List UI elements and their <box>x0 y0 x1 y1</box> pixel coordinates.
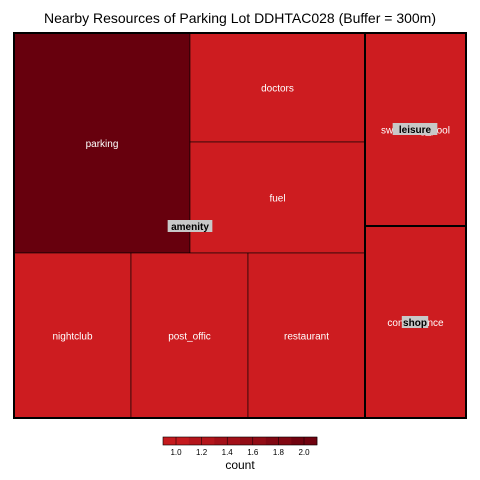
tile-label-parking: parking <box>86 139 119 150</box>
group-label-bg-leisure <box>392 123 438 135</box>
tile-label-doctors: doctors <box>261 84 294 95</box>
tile-label-fuel: fuel <box>269 194 285 205</box>
treemap-tile-post-offic <box>130 252 249 419</box>
group-label-leisure: leisure <box>399 125 432 136</box>
group-label-bg-shop <box>401 316 429 328</box>
group-label-bg-amenity <box>167 220 213 232</box>
treemap-tile-nightclub <box>13 252 132 419</box>
tile-label-post-offic: post_offic <box>168 332 211 343</box>
legend-tick-label: 1.8 <box>273 448 285 457</box>
legend-tick-label: 2.0 <box>298 448 310 457</box>
treemap-tile-restaurant <box>247 252 366 419</box>
treemap-tile-doctors <box>189 32 366 143</box>
legend-title: count <box>225 458 255 472</box>
chart-title: Nearby Resources of Parking Lot DDHTAC02… <box>43 10 437 26</box>
legend-tick-label: 1.6 <box>247 448 259 457</box>
tile-label-nightclub: nightclub <box>52 332 92 343</box>
legend-tick-label: 1.0 <box>170 448 182 457</box>
group-label-shop: shop <box>403 318 427 329</box>
group-label-amenity: amenity <box>171 222 209 233</box>
legend-tick-label: 1.4 <box>222 448 234 457</box>
legend-swatch <box>291 437 318 445</box>
tile-label-restaurant: restaurant <box>284 332 329 343</box>
legend-bar-border <box>162 436 318 446</box>
treemap-border <box>13 32 467 419</box>
legend-tick-label: 1.2 <box>196 448 208 457</box>
